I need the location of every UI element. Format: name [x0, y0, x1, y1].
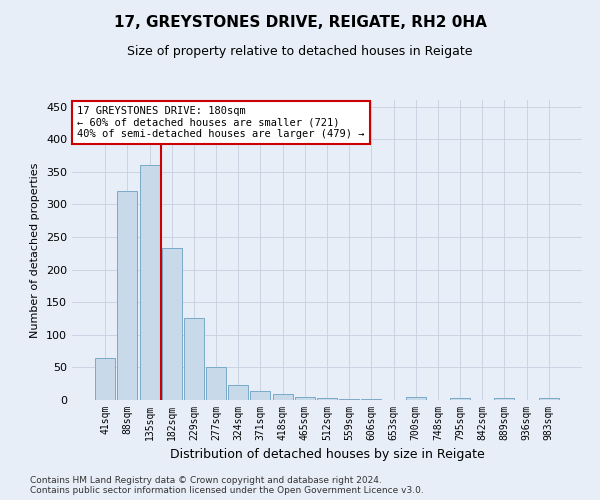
Text: 17, GREYSTONES DRIVE, REIGATE, RH2 0HA: 17, GREYSTONES DRIVE, REIGATE, RH2 0HA	[113, 15, 487, 30]
Bar	[140, 165, 160, 400]
Y-axis label: Number of detached properties: Number of detached properties	[31, 162, 40, 338]
Bar	[272, 394, 293, 400]
Bar	[406, 398, 426, 400]
Text: Contains HM Land Registry data © Crown copyright and database right 2024.
Contai: Contains HM Land Registry data © Crown c…	[30, 476, 424, 495]
Bar	[228, 385, 248, 400]
Bar	[494, 398, 514, 400]
Bar	[95, 358, 115, 400]
Bar	[295, 396, 315, 400]
Text: Size of property relative to detached houses in Reigate: Size of property relative to detached ho…	[127, 45, 473, 58]
Bar	[206, 368, 226, 400]
Bar	[162, 248, 182, 400]
Bar	[250, 391, 271, 400]
Bar	[317, 398, 337, 400]
Bar	[184, 318, 204, 400]
Bar	[118, 192, 137, 400]
Text: 17 GREYSTONES DRIVE: 180sqm
← 60% of detached houses are smaller (721)
40% of se: 17 GREYSTONES DRIVE: 180sqm ← 60% of det…	[77, 106, 365, 139]
Bar	[539, 398, 559, 400]
Bar	[450, 398, 470, 400]
X-axis label: Distribution of detached houses by size in Reigate: Distribution of detached houses by size …	[170, 448, 484, 462]
